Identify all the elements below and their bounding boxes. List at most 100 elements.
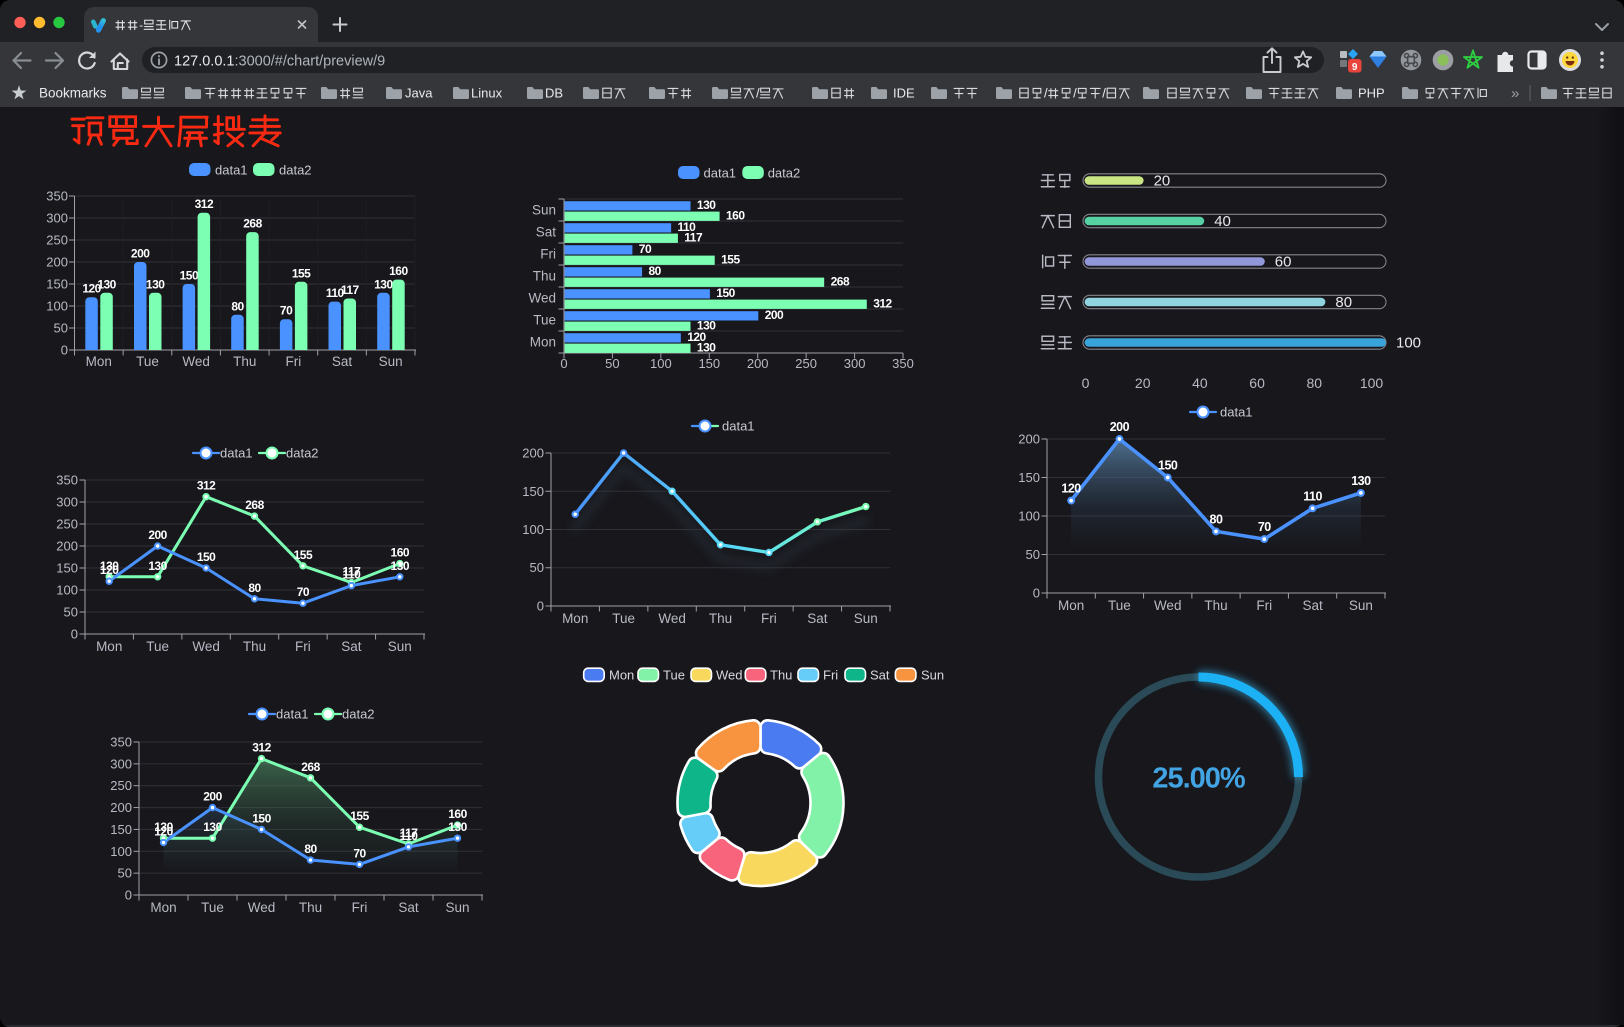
svg-text:300: 300: [844, 356, 866, 371]
svg-text:150: 150: [716, 286, 735, 300]
svg-text:70: 70: [297, 585, 310, 599]
svg-text:130: 130: [697, 318, 716, 332]
svg-text:0: 0: [1082, 375, 1090, 391]
svg-text:130: 130: [154, 820, 173, 834]
svg-text:160: 160: [726, 208, 745, 222]
svg-text:PHP: PHP: [1358, 85, 1385, 100]
svg-text:100: 100: [1360, 375, 1384, 391]
svg-text:70: 70: [639, 242, 652, 256]
svg-text:117: 117: [684, 230, 703, 244]
svg-text:Sat: Sat: [536, 225, 557, 240]
svg-text:20: 20: [1154, 173, 1171, 190]
svg-text:150: 150: [197, 550, 216, 564]
svg-text:155: 155: [292, 266, 311, 280]
svg-text:150: 150: [698, 356, 720, 371]
svg-text:160: 160: [389, 264, 408, 278]
svg-text:Fri: Fri: [1256, 598, 1272, 613]
svg-text:Java: Java: [405, 85, 433, 100]
svg-text:130: 130: [1351, 474, 1371, 488]
svg-text:0: 0: [537, 599, 544, 614]
svg-text:Thu: Thu: [233, 354, 256, 369]
svg-text:120: 120: [154, 825, 173, 839]
svg-text:160: 160: [448, 807, 467, 821]
svg-text:9: 9: [1352, 62, 1358, 73]
svg-text:0: 0: [1033, 586, 1040, 601]
svg-text:80: 80: [1335, 294, 1352, 311]
svg-text:200: 200: [1018, 432, 1040, 447]
svg-text:155: 155: [721, 252, 740, 266]
svg-text:Fri: Fri: [761, 611, 777, 626]
svg-text:150: 150: [522, 484, 544, 499]
svg-text:70: 70: [1258, 520, 1271, 534]
svg-text:data2: data2: [342, 707, 375, 722]
svg-text:IDE: IDE: [893, 85, 915, 100]
svg-text:110: 110: [326, 286, 345, 300]
svg-text:312: 312: [195, 197, 214, 211]
svg-text:Sat: Sat: [398, 900, 419, 915]
svg-text:150: 150: [180, 269, 199, 283]
svg-text:100: 100: [522, 522, 544, 537]
svg-text:Wed: Wed: [248, 900, 276, 915]
svg-text:Sun: Sun: [921, 667, 944, 682]
svg-text:Thu: Thu: [770, 667, 792, 682]
svg-text:200: 200: [131, 247, 150, 261]
svg-text:100: 100: [110, 844, 132, 859]
svg-text:312: 312: [252, 741, 271, 755]
svg-text:130: 130: [697, 340, 716, 354]
svg-text:data1: data1: [276, 707, 309, 722]
svg-text:Fri: Fri: [540, 247, 556, 262]
svg-text:70: 70: [280, 304, 293, 318]
svg-text:0: 0: [61, 343, 68, 358]
svg-text:100: 100: [56, 583, 78, 598]
svg-text:80: 80: [248, 581, 261, 595]
svg-text:150: 150: [56, 561, 78, 576]
svg-text:80: 80: [649, 264, 662, 278]
svg-text:Sun: Sun: [1349, 598, 1373, 613]
svg-text:120: 120: [100, 563, 119, 577]
svg-text:120: 120: [82, 282, 101, 296]
svg-text:Wed: Wed: [528, 291, 556, 306]
svg-text:Bookmarks: Bookmarks: [39, 86, 107, 101]
svg-text:Sun: Sun: [445, 900, 469, 915]
svg-text:100: 100: [1396, 335, 1421, 352]
svg-text:Tue: Tue: [201, 900, 224, 915]
svg-text:data2: data2: [286, 446, 319, 461]
svg-text:110: 110: [1303, 489, 1322, 503]
svg-text:50: 50: [530, 560, 544, 575]
svg-text:200: 200: [56, 539, 78, 554]
svg-text:80: 80: [1307, 375, 1323, 391]
svg-text:20: 20: [1135, 375, 1151, 391]
svg-text:50: 50: [1026, 547, 1040, 562]
svg-text:Wed: Wed: [716, 667, 743, 682]
svg-text:200: 200: [1110, 420, 1130, 434]
svg-text:/: /: [1044, 85, 1048, 100]
svg-text:200: 200: [522, 446, 544, 461]
svg-text:80: 80: [304, 842, 317, 856]
svg-text:130: 130: [697, 198, 716, 212]
svg-text:200: 200: [46, 255, 68, 270]
svg-text:Fri: Fri: [352, 900, 368, 915]
svg-text:110: 110: [342, 568, 361, 582]
svg-text:Mon: Mon: [562, 611, 588, 626]
svg-text:130: 130: [100, 559, 119, 573]
svg-text:250: 250: [56, 517, 78, 532]
svg-text:312: 312: [873, 296, 892, 310]
svg-text:Wed: Wed: [658, 611, 686, 626]
svg-text:250: 250: [795, 356, 817, 371]
svg-text:50: 50: [118, 866, 132, 881]
svg-text:350: 350: [110, 735, 132, 750]
svg-text:130: 130: [97, 277, 116, 291]
svg-text:200: 200: [203, 790, 222, 804]
svg-text:Thu: Thu: [1204, 598, 1227, 613]
svg-text:150: 150: [252, 811, 271, 825]
svg-text:Sat: Sat: [332, 354, 353, 369]
svg-text:50: 50: [54, 321, 68, 336]
svg-text:350: 350: [56, 473, 78, 488]
svg-text:250: 250: [46, 233, 68, 248]
svg-text:Tue: Tue: [136, 354, 159, 369]
svg-text:117: 117: [341, 283, 360, 297]
svg-text:Wed: Wed: [192, 639, 220, 654]
svg-text:268: 268: [831, 274, 850, 288]
svg-text:117: 117: [400, 826, 419, 840]
svg-text:data1: data1: [704, 166, 737, 181]
